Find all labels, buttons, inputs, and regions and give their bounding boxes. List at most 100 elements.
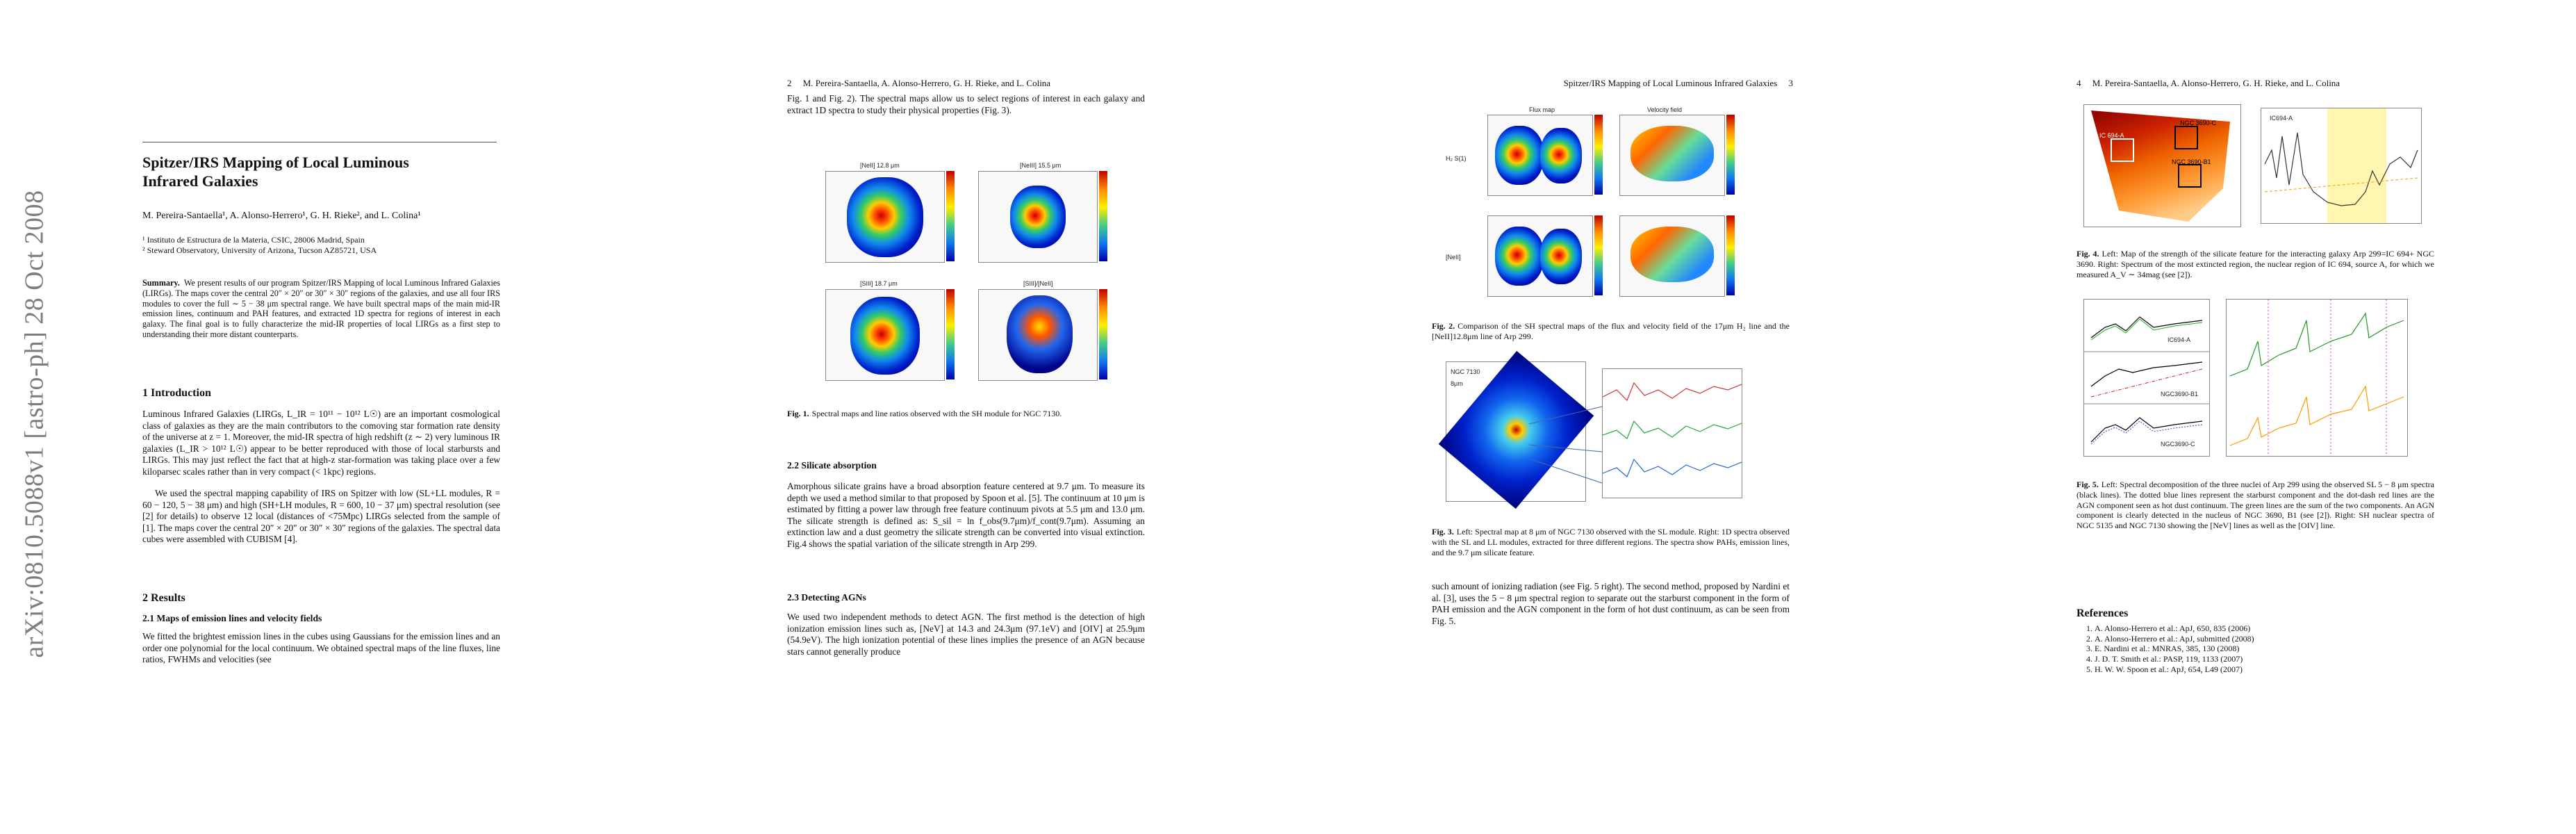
nucleus-label: IC694-A [2168,336,2191,343]
sum-spectrum [2090,318,2203,341]
running-header: 4 M. Pereira-Santaella, A. Alonso-Herrer… [2077,78,2438,90]
figure-1-caption: Fig. 1. Spectral maps and line ratios obs… [787,409,1145,419]
caption-text: Comparison of the SH spectral maps of th… [1432,321,1790,341]
ngc7130-map: NGC 7130 8μm [1438,350,1594,509]
subsection-2-1: 2.1 Maps of emission lines and velocity … [142,613,322,623]
panel-title: [NeIII] 15.5 μm [1020,162,1062,169]
nucleus-label: NGC3690-C [2161,441,2195,448]
figure-5: IC694-A NGC3690-B1 NGC3690-C [2083,299,2431,459]
figure-4-caption: Fig. 4. Left: Map of the strength of the … [2077,249,2434,279]
figure-label: Fig. 3. [1432,527,1454,537]
spectrum-red [1603,382,1742,402]
figure-label: Fig. 2. [1432,321,1455,331]
subsection-2-2: 2.2 Silicate absorption [787,460,877,471]
ngc7130-spectra [1602,368,1742,498]
sh-spectra-svg [2229,300,2404,456]
row-label: H₂ S(1) [1446,155,1467,162]
panel-title: [SIII]/[NeII] [1023,280,1053,287]
decomposition-plot: IC694-A NGC3690-B1 NGC3690-C [2083,299,2210,457]
h2-flux-map [1487,115,1593,196]
map-label: NGC 3690-C [2180,120,2217,126]
intro-paragraph-1: Luminous Infrared Galaxies (LIRGs, L_IR … [142,409,500,477]
page-2: 2 M. Pereira-Santaella, A. Alonso-Herrer… [787,0,1148,834]
reference-item: A. Alonso-Herrero et al.: ApJ, 650, 835 … [2095,623,2438,634]
neii-velocity-map [1619,215,1725,297]
spectrum-green [1603,420,1742,439]
page-4: 4 M. Pereira-Santaella, A. Alonso-Herrer… [2077,0,2438,834]
header-title: Spitzer/IRS Mapping of Local Luminous In… [1563,78,1793,88]
subsection-2-3: 2.3 Detecting AGNs [787,592,866,603]
figure-2-caption: Fig. 2. Comparison of the SH spectral map… [1432,321,1790,342]
caption-text: Left: Spectral map at 8 μm of NGC 7130 o… [1432,527,1790,557]
colorbar [1594,215,1603,295]
caption-text: Spectral maps and line ratios observed w… [811,409,1062,418]
h2-velocity-map [1619,115,1725,196]
continued-paragraph: Fig. 1 and Fig. 2). The spectral maps al… [787,93,1145,115]
authors: M. Pereira-Santaella¹, A. Alonso-Herrero… [142,211,421,221]
map-blob [1007,295,1073,373]
map-blob [1495,126,1544,185]
colorbar [1594,115,1603,195]
colorbar [946,171,955,261]
reference-item: J. D. T. Smith et al.: PASP, 119, 1133 (… [2095,654,2438,664]
panel-title: [SIII] 18.7 μm [860,280,898,287]
map-blob [1010,186,1066,248]
spectrum-plot [2264,132,2418,206]
region-box [2178,164,2202,188]
results-paragraph: We fitted the brightest emission lines i… [142,631,500,665]
map-neiii [978,171,1098,263]
paper-title: Spitzer/IRS Mapping of Local Luminous In… [142,154,409,190]
section-introduction: 1 Introduction [142,387,211,399]
map-blob [1630,227,1714,282]
map-blob [1495,227,1544,286]
abstract: Summary. We present results of our progra… [142,278,500,340]
affiliation-2: ² Steward Observatory, University of Ari… [142,245,377,255]
panel-title: [NeII] 12.8 μm [860,162,900,169]
arxiv-id: arXiv:0810.5088v1 [astro-ph] 28 Oct 2008 [20,190,49,658]
column-title: Velocity field [1647,106,1683,113]
abstract-label: Summary. [142,278,180,288]
region-box [2111,138,2134,162]
section-results: 2 Results [142,592,185,604]
map-blob [847,177,923,257]
map-label: NGC 3690-B1 [2172,158,2211,165]
colorbar [1726,215,1735,295]
figure-1: [NeII] 12.8 μm [NeIII] 15.5 μm [SIII] 18… [811,158,1124,395]
map-siii [825,289,945,381]
running-header: Spitzer/IRS Mapping of Local Luminous In… [1432,78,1793,90]
starburst-component [2090,420,2203,445]
figure-5-caption: Fig. 5. Left: Spectral decomposition of t… [2077,480,2434,531]
agn-paragraph: We used two independent methods to detec… [787,612,1145,657]
continued-paragraph: such amount of ionizing radiation (see F… [1432,581,1790,626]
map-blob [1540,128,1582,183]
figure-3: NGC 7130 8μm [1438,350,1779,509]
affiliations: ¹ Instituto de Estructura de la Materia,… [142,235,504,256]
nucleus-label: NGC3690-B1 [2161,391,2199,398]
abstract-text: We present results of our program Spitze… [142,278,500,339]
spectrum-ngc7130 [2229,385,2404,446]
page-number: 2 M. Pereira-Santaella, A. Alonso-Herrer… [787,78,1051,88]
spectrum-label: IC694-A [2270,115,2293,122]
figure-3-caption: Fig. 3. Left: Spectral map at 8 μm of NGC… [1432,527,1790,557]
map-neii [825,171,945,263]
colorbar [1099,289,1107,379]
colorbar [946,289,955,379]
observed-spectrum [2090,316,2203,338]
figure-label: Fig. 5. [2077,480,2099,489]
silicate-map: IC 694-A NGC 3690-C NGC 3690-B1 [2083,104,2241,227]
ic694-spectrum: IC694-A [2261,108,2422,224]
reference-item: A. Alonso-Herrero et al.: ApJ, submitted… [2095,634,2438,644]
reference-item: E. Nardini et al.: MNRAS, 385, 130 (2008… [2095,644,2438,654]
affiliation-1: ¹ Instituto de Estructura de la Materia,… [142,235,365,245]
row-label: [NeII] [1446,254,1461,261]
page-3: Spitzer/IRS Mapping of Local Luminous In… [1432,0,1793,834]
page-number: 4 M. Pereira-Santaella, A. Alonso-Herrer… [2077,78,2340,88]
continuum-line [2264,177,2418,193]
column-title: Flux map [1529,106,1555,113]
figure-4: IC 694-A NGC 3690-C NGC 3690-B1 IC694-A [2083,104,2431,229]
observed-spectrum [2090,361,2203,387]
colorbar [1099,171,1107,261]
map-label: IC 694-A [2099,132,2124,139]
silicate-paragraph: Amorphous silicate grains have a broad a… [787,481,1145,549]
references-title: References [2077,607,2129,619]
